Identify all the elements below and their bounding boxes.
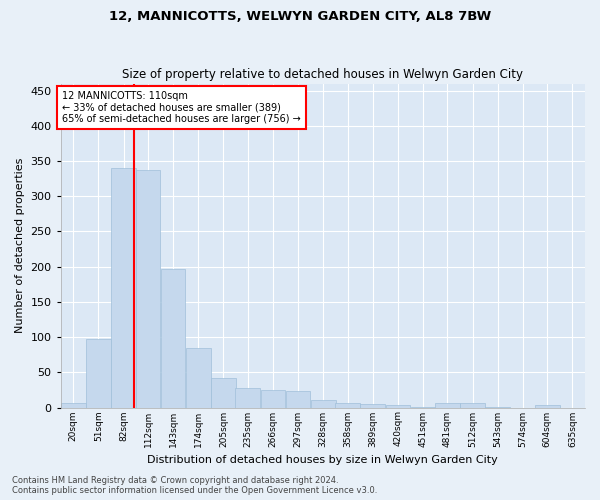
- Text: 12 MANNICOTTS: 110sqm
← 33% of detached houses are smaller (389)
65% of semi-det: 12 MANNICOTTS: 110sqm ← 33% of detached …: [62, 90, 301, 124]
- Bar: [161, 269, 185, 407]
- Bar: [186, 348, 211, 408]
- Bar: [386, 404, 410, 407]
- Bar: [86, 339, 111, 407]
- Y-axis label: Number of detached properties: Number of detached properties: [15, 158, 25, 333]
- Bar: [286, 390, 310, 407]
- Bar: [260, 390, 286, 407]
- Text: 12, MANNICOTTS, WELWYN GARDEN CITY, AL8 7BW: 12, MANNICOTTS, WELWYN GARDEN CITY, AL8 …: [109, 10, 491, 23]
- Bar: [61, 404, 86, 407]
- Bar: [361, 404, 385, 407]
- Bar: [211, 378, 236, 408]
- Bar: [335, 402, 360, 407]
- Bar: [435, 404, 460, 407]
- Bar: [460, 404, 485, 407]
- Bar: [485, 407, 510, 408]
- Bar: [111, 168, 136, 408]
- Bar: [235, 388, 260, 407]
- Text: Contains HM Land Registry data © Crown copyright and database right 2024.
Contai: Contains HM Land Registry data © Crown c…: [12, 476, 377, 495]
- Bar: [535, 406, 560, 407]
- X-axis label: Distribution of detached houses by size in Welwyn Garden City: Distribution of detached houses by size …: [148, 455, 498, 465]
- Bar: [411, 407, 436, 408]
- Title: Size of property relative to detached houses in Welwyn Garden City: Size of property relative to detached ho…: [122, 68, 523, 81]
- Bar: [311, 400, 335, 407]
- Bar: [136, 170, 160, 408]
